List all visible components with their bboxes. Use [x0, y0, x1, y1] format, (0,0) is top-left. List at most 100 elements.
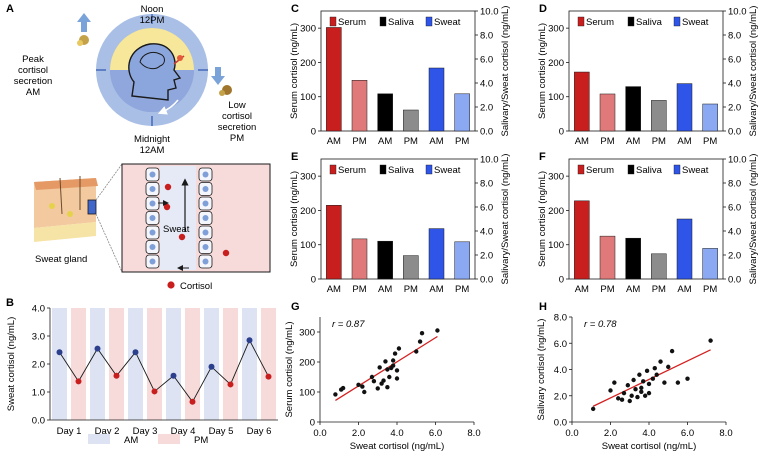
scatter-point: [616, 396, 621, 401]
y-tick-label: 2.0: [554, 391, 567, 402]
y-tick-label-right: 8.0: [480, 31, 493, 42]
y-axis-label: Salivary cortisol (ng/mL): [536, 319, 547, 421]
duct-cell-nucleus: [202, 186, 209, 192]
y-tick-label-left: 300: [300, 172, 316, 183]
bar-sweat-pm: [702, 103, 718, 132]
legend-label-serum: Serum: [586, 17, 614, 28]
x-tick-label: PM: [352, 136, 366, 147]
y-tick-label: 1.0: [32, 388, 45, 399]
sweat-label: Sweat: [163, 224, 190, 235]
scatter-point: [375, 386, 380, 391]
duct-cell-nucleus: [149, 229, 156, 236]
legend-label-serum: Serum: [338, 165, 366, 176]
legend-label-pm: PM: [194, 435, 208, 446]
y-tick-label-left: 0: [559, 127, 564, 138]
y-tick-label-left: 0: [311, 127, 316, 138]
cortisol-legend-label: Cortisol: [180, 281, 212, 292]
x-tick-label: PM: [600, 284, 614, 295]
chart-c-bar-comparison: C 0 100 200 300 0.0 2.0 4.0 6.0 8.0 10.0 Serum cort…: [289, 3, 511, 147]
scatter-point: [608, 388, 613, 393]
up-arrow-shaft: [81, 20, 87, 32]
peak-line-3: secretion: [14, 76, 53, 87]
scatter-point: [377, 365, 382, 370]
scatter-point: [708, 338, 713, 343]
panel-label-d: D: [539, 3, 547, 15]
scatter-point: [435, 328, 440, 333]
low-line-3: secretion: [218, 122, 257, 133]
bar-serum-am: [326, 27, 342, 132]
legend-label-sweat: Sweat: [682, 17, 709, 28]
scatter-point: [419, 331, 425, 336]
scatter-point: [633, 386, 638, 392]
x-tick-label: Day 3: [133, 426, 158, 437]
data-point-am: [94, 345, 101, 352]
scatter-point: [394, 368, 400, 373]
y-tick-label-right: 0.0: [480, 275, 493, 286]
legend-swatch-am: [88, 434, 110, 444]
chart-b-daily-sweat-cortisol: B 0.0 1.0 2.0 3.0 4.0 Day 1 Day 2 Day 3 Day 4 Day …: [6, 297, 278, 446]
x-tick-label: 4.0: [390, 428, 403, 439]
y-tick-label: 8.0: [554, 313, 567, 324]
scatter-point: [381, 378, 386, 383]
y-tick-label: 0.0: [554, 418, 567, 429]
legend-swatch-sweat: [673, 16, 681, 27]
y-tick-label-right: 10.0: [480, 155, 499, 166]
x-tick-label: AM: [378, 136, 392, 147]
x-tick-label: Day 1: [57, 426, 82, 437]
y-tick-label: 4.0: [32, 304, 45, 315]
y-tick-label-right: 6.0: [728, 203, 741, 214]
correlation-annotation: r = 0.78: [584, 319, 617, 330]
legend-swatch-saliva: [379, 164, 387, 175]
x-tick-label: 6.0: [681, 428, 694, 439]
scatter-point: [666, 364, 671, 370]
bar-serum-am: [326, 205, 342, 280]
y-axis-label-left: Serum cortisol (ng/mL): [289, 171, 300, 267]
scatter-point: [390, 363, 396, 368]
y-tick-label-right: 6.0: [728, 55, 741, 66]
noon-label: Noon: [141, 4, 164, 15]
bar-saliva-am: [625, 237, 641, 280]
legend-label-saliva: Saliva: [636, 17, 663, 28]
y-tick-label-right: 0.0: [728, 127, 741, 138]
scatter-point: [654, 372, 659, 377]
x-tick-label: Day 6: [247, 426, 272, 437]
y-tick-label: 0: [310, 418, 315, 429]
scatter-point: [644, 368, 650, 374]
down-arrow-shaft: [215, 67, 221, 77]
bar-sweat-pm: [702, 248, 718, 280]
y-tick-label-right: 8.0: [728, 31, 741, 42]
legend-label-am: AM: [124, 435, 138, 446]
x-tick-label: 0.0: [565, 428, 578, 439]
scatter-point: [646, 390, 652, 396]
legend-label-saliva: Saliva: [636, 165, 663, 176]
y-tick-label-right: 4.0: [480, 227, 493, 238]
peak-line-1: Peak: [22, 54, 44, 65]
x-tick-label: AM: [626, 284, 640, 295]
legend-swatch-saliva: [627, 16, 635, 27]
peak-line-4: AM: [26, 87, 40, 98]
scatter-point: [637, 372, 642, 377]
legend-label-sweat: Sweat: [434, 17, 461, 28]
bar-sweat-pm: [454, 93, 470, 132]
scatter-point: [369, 374, 375, 380]
duct-cell-nucleus: [202, 229, 209, 236]
legend-swatch-serum: [577, 16, 585, 27]
scatter-point: [414, 349, 419, 354]
chart-f-bar-comparison: F 0 100 200 300 0.0 2.0 4.0 6.0 8.0 10.0 Serum cort…: [537, 151, 759, 295]
y-axis-label: Sweat cortisol (ng/mL): [6, 317, 17, 412]
y-tick-label-right: 10.0: [728, 155, 747, 166]
am-band: [166, 308, 181, 420]
scatter-point: [385, 385, 390, 390]
y-tick-label-right: 6.0: [480, 55, 493, 66]
scatter-point: [360, 384, 365, 389]
y-tick-label-left: 200: [548, 206, 564, 217]
x-tick-label: 8.0: [467, 428, 480, 439]
x-tick-label: PM: [652, 136, 666, 147]
y-tick-label: 3.0: [32, 332, 45, 343]
bar-saliva-pm: [651, 100, 667, 132]
low-secretion-icon: [211, 67, 232, 96]
duct-cell-columns: [145, 167, 213, 269]
hair-1: [59, 177, 63, 215]
data-point-am: [170, 372, 177, 379]
